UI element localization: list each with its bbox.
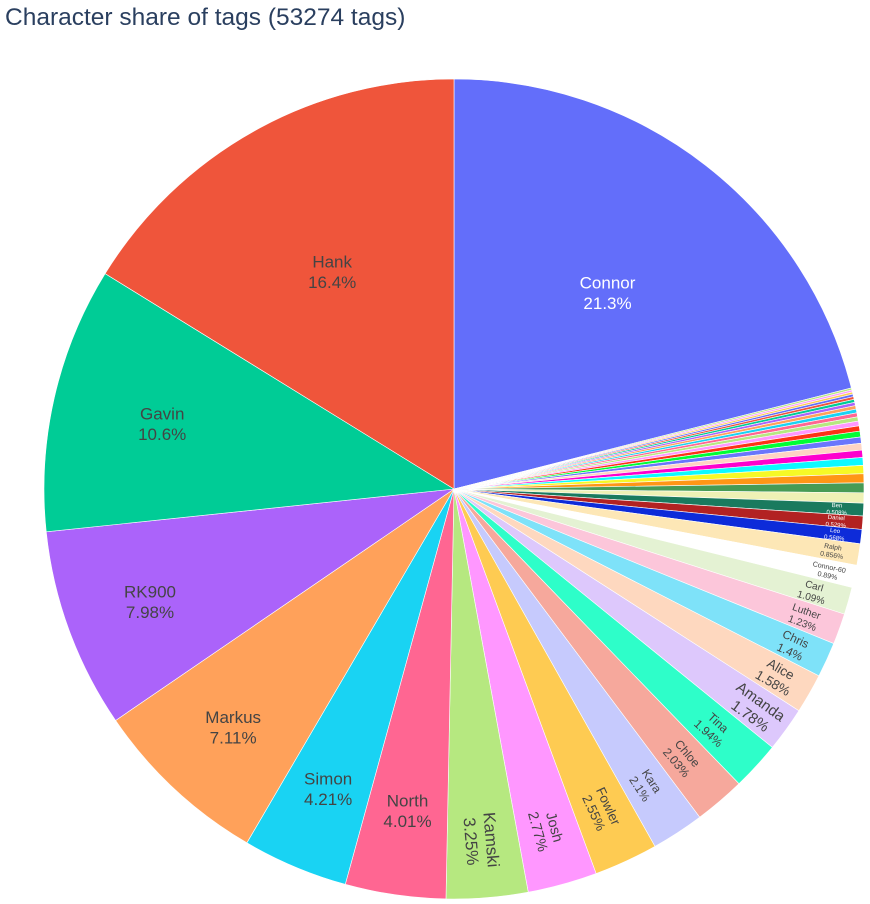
slice-percent-connor: 21.3%	[583, 294, 631, 313]
slice-percent-daniel: 0.529%	[825, 522, 846, 530]
slice-name-gavin: Gavin	[140, 404, 184, 423]
slice-name-markus: Markus	[205, 708, 261, 727]
slice-percent-simon: 4.21%	[304, 790, 352, 809]
slice-percent-gavin: 10.6%	[138, 425, 186, 444]
slice-percent-hank: 16.4%	[308, 273, 356, 292]
slice-label-simon: Simon 4.21%	[304, 769, 352, 808]
slice-name-leo: Leo	[830, 528, 841, 535]
slice-percent-kamski: 3.25%	[460, 817, 483, 866]
slice-name-josh: Josh	[542, 810, 565, 844]
pie-slice-gavin[interactable]	[43, 273, 455, 533]
pie-slice-markus[interactable]	[115, 488, 455, 844]
chart-title: Character share of tags (53274 tags)	[5, 4, 406, 31]
slice-percent-rk900: 7.98%	[126, 603, 174, 622]
pie-slice-rk900[interactable]	[45, 488, 455, 721]
slice-label-north: North 4.01%	[383, 791, 431, 830]
pie-slice-connor[interactable]	[453, 78, 852, 490]
slice-name-kamski: Kamski	[479, 811, 502, 868]
slice-name-ralph: Ralph	[824, 543, 843, 553]
slice-name-carl: Carl	[804, 579, 825, 595]
pie-slice-hank[interactable]	[104, 78, 455, 490]
slice-label-gavin: Gavin 10.6%	[138, 404, 186, 443]
slice-name-simon: Simon	[304, 769, 352, 788]
slice-name-north: North	[387, 791, 429, 810]
slice-name-ben: Ben	[831, 503, 842, 510]
slice-name-daniel: Daniel	[827, 515, 844, 522]
slice-percent-markus: 7.11%	[210, 728, 257, 747]
slice-name-hank: Hank	[312, 253, 352, 272]
slice-name-connor: Connor	[580, 274, 636, 293]
slice-percent-leo: 0.568%	[824, 535, 846, 543]
slice-name-rk900: RK900	[124, 583, 176, 602]
slice-percent-ralph: 0.856%	[820, 550, 844, 561]
slice-percent-ben: 0.508%	[826, 510, 847, 517]
slice-percent-north: 4.01%	[383, 812, 431, 831]
